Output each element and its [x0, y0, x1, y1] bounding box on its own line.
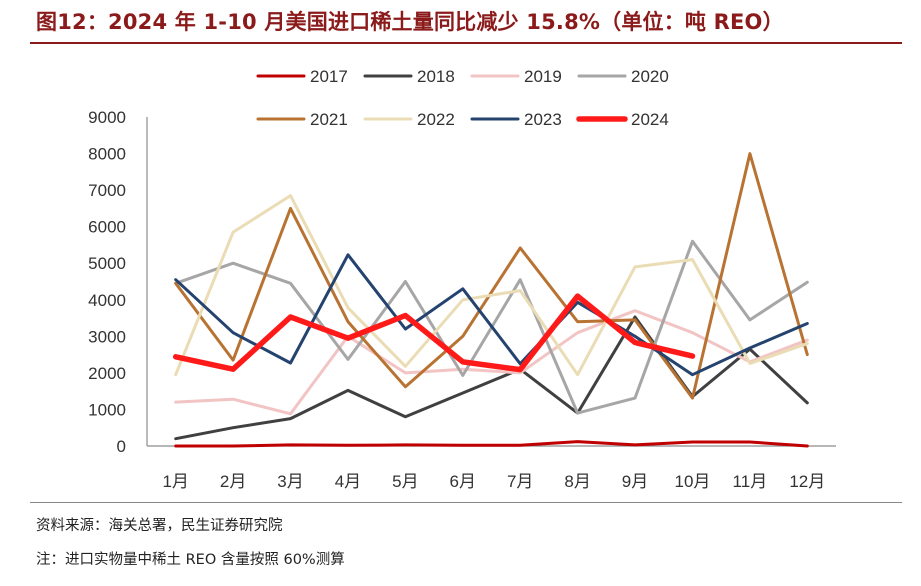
legend-label-2021: 2021 — [310, 110, 348, 129]
footnote: 注：进口实物量中稀土 REO 含量按照 60%测算 — [36, 552, 345, 568]
x-tick-label: 11月 — [733, 472, 768, 491]
y-tick-label: 4000 — [88, 291, 126, 310]
chart-series — [172, 152, 809, 448]
legend-label-2020: 2020 — [631, 67, 669, 86]
legend-label-2018: 2018 — [417, 67, 455, 86]
y-tick-label: 5000 — [88, 254, 126, 273]
x-tick-label: 8月 — [564, 472, 590, 491]
x-tick-label: 4月 — [335, 472, 361, 491]
x-tick-label: 3月 — [277, 472, 303, 491]
title-divider — [30, 42, 902, 44]
y-tick-label: 7000 — [88, 181, 126, 200]
line-chart: 2017 2018 2019 2020 2021 2022 2023 2024 0 1000 20… — [88, 67, 836, 491]
chart-legend: 2017 2018 2019 2020 2021 2022 2023 2024 — [256, 67, 669, 129]
series-line-2017 — [174, 440, 809, 448]
y-tick-label: 1000 — [88, 400, 126, 419]
y-tick-label: 0 — [117, 437, 126, 456]
x-tick-label: 5月 — [392, 472, 418, 491]
legend-label-2022: 2022 — [417, 110, 455, 129]
series-line-2023 — [174, 253, 809, 377]
x-tick-label: 2月 — [220, 472, 246, 491]
x-tick-label: 12月 — [789, 472, 825, 491]
series-line-2021 — [174, 152, 809, 400]
legend-label-2017: 2017 — [310, 67, 348, 86]
x-tick-label: 6月 — [450, 472, 476, 491]
series-line-2024 — [172, 293, 696, 373]
series-line-2022 — [174, 194, 809, 377]
y-tick-label: 9000 — [88, 108, 126, 127]
y-tick-label: 3000 — [88, 327, 126, 346]
y-tick-label: 2000 — [88, 364, 126, 383]
x-tick-label: 7月 — [507, 472, 533, 491]
figure-title: 图12：2024 年 1-10 月美国进口稀土量同比减少 15.8%（单位：吨 … — [36, 10, 784, 34]
x-tick-label: 10月 — [674, 472, 710, 491]
source-note: 资料来源：海关总署，民生证券研究院 — [36, 518, 283, 534]
series-line-2018 — [174, 315, 809, 441]
y-tick-label: 8000 — [88, 145, 126, 164]
legend-label-2024: 2024 — [631, 110, 669, 129]
x-tick-label: 9月 — [622, 472, 648, 491]
series-line-2019 — [174, 309, 809, 416]
y-tick-label: 6000 — [88, 218, 126, 237]
source-divider — [30, 502, 902, 503]
legend-label-2023: 2023 — [524, 110, 562, 129]
x-tick-label: 1月 — [162, 472, 188, 491]
legend-label-2019: 2019 — [524, 67, 562, 86]
